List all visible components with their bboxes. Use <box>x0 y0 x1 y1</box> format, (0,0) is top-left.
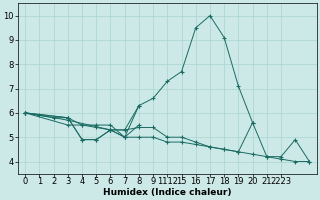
X-axis label: Humidex (Indice chaleur): Humidex (Indice chaleur) <box>103 188 232 197</box>
